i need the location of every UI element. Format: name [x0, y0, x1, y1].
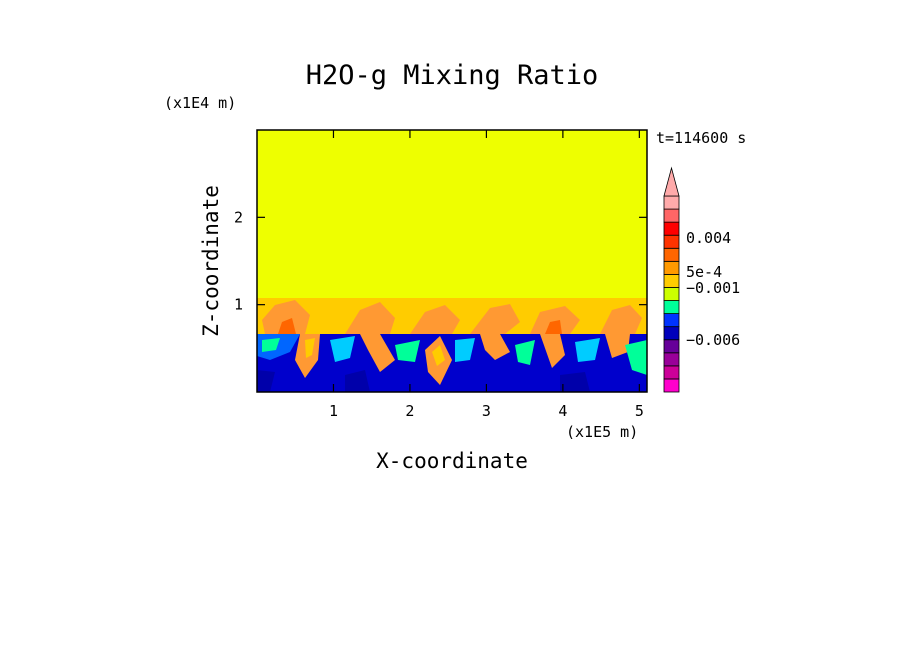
colorbar-segment	[663, 273, 680, 288]
boundary-layer-patches	[257, 334, 647, 392]
time-label: t=114600 s	[656, 129, 746, 147]
region-upper	[257, 130, 647, 298]
colorbar-segment	[663, 221, 680, 236]
colorbar-segment	[663, 208, 680, 223]
x-tick-label: 2	[405, 402, 414, 420]
y-scale-label: (x1E4 m)	[164, 94, 236, 112]
colorbar-segment	[663, 326, 680, 341]
colorbar-segment	[663, 313, 680, 328]
colorbar-label: 0.004	[686, 229, 731, 247]
colorbar-segment	[663, 195, 680, 210]
colorbar-segment	[663, 260, 680, 275]
colorbar-extend-arrow	[663, 166, 680, 197]
colorbar-segment	[663, 339, 680, 354]
x-scale-label: (x1E5 m)	[566, 423, 638, 441]
y-tick-label: 2	[234, 208, 243, 226]
chart-title: H2O-g Mixing Ratio	[306, 60, 599, 91]
y-axis-label: Z-coordinate	[199, 185, 223, 337]
colorbar-segment	[663, 365, 680, 380]
x-tick-label: 4	[558, 402, 567, 420]
colorbar-label: 5e-4	[686, 263, 722, 281]
colorbar-label: −0.006	[686, 331, 740, 349]
transition-patches	[262, 300, 642, 334]
x-axis-label: X-coordinate	[376, 449, 528, 473]
colorbar-label: −0.001	[686, 279, 740, 297]
colorbar-segment	[663, 300, 680, 314]
colorbar: 0.004 5e-4−0.001 −0.006	[663, 166, 740, 393]
plot-frame	[256, 129, 648, 393]
colorbar-segment	[663, 352, 680, 367]
x-tick-label: 3	[482, 402, 491, 420]
colorbar-segment	[663, 234, 680, 249]
colorbar-segment	[663, 378, 680, 393]
colorbar-segment	[663, 247, 680, 262]
x-tick-label: 1	[329, 402, 338, 420]
x-tick-label: 5	[635, 402, 644, 420]
y-ticks: 12	[234, 208, 647, 314]
colorbar-segment	[663, 287, 680, 301]
y-tick-label: 1	[234, 296, 243, 314]
x-ticks: 1 2 3 4 5	[329, 130, 644, 420]
